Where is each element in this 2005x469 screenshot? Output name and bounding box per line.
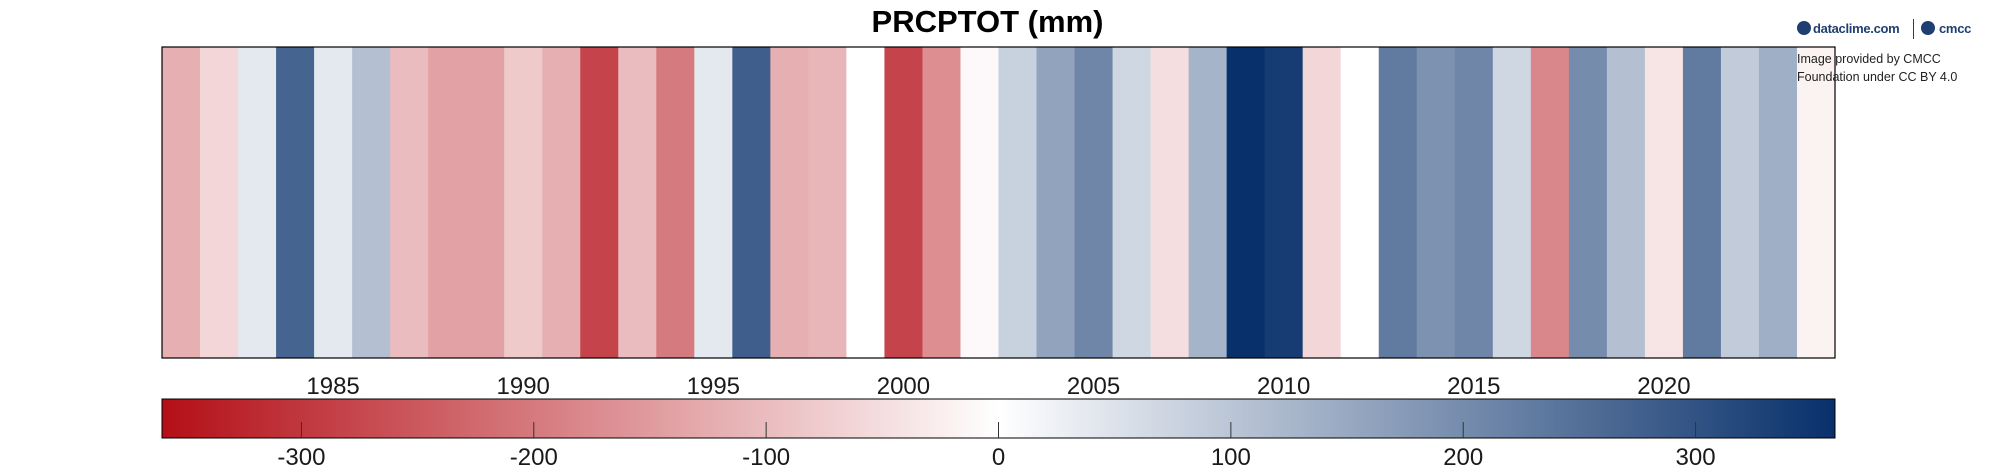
stripe-1999 xyxy=(846,47,886,358)
stripe-1983 xyxy=(238,47,277,358)
stripe-1986 xyxy=(352,47,391,358)
colorbar-tick-label: 200 xyxy=(1443,444,1483,469)
x-tick-labels: 1985 1990 1995 2000 2005 2010 2015 2020 xyxy=(306,373,1690,400)
cmcc-logo-icon xyxy=(1921,21,1935,35)
stripe-2001 xyxy=(922,47,962,358)
stripe-2015 xyxy=(1454,47,1494,358)
stripe-1998 xyxy=(808,47,848,358)
stripe-1981 xyxy=(162,47,201,358)
stripe-2011 xyxy=(1302,47,1342,358)
stripe-2023 xyxy=(1758,47,1798,358)
stripe-1995 xyxy=(694,47,733,358)
stripe-2022 xyxy=(1720,47,1760,358)
colorbar-tick-label: -100 xyxy=(742,444,790,469)
cmcc-logo-text: cmcc xyxy=(1939,21,1972,36)
stripe-1994 xyxy=(656,47,695,358)
stripe-2020 xyxy=(1644,47,1684,358)
x-tick-label-2005: 2005 xyxy=(1067,373,1120,400)
stripe-2007 xyxy=(1150,47,1190,358)
stripe-1990 xyxy=(504,47,543,358)
stripe-2006 xyxy=(1112,47,1152,358)
stripes-group xyxy=(162,47,1836,358)
stripe-2024 xyxy=(1796,47,1836,358)
stripe-1987 xyxy=(390,47,429,358)
x-tick-label-2010: 2010 xyxy=(1257,373,1310,400)
x-tick-label-1995: 1995 xyxy=(687,373,740,400)
stripe-1997 xyxy=(770,47,809,358)
stripe-1993 xyxy=(618,47,657,358)
stripe-2005 xyxy=(1074,47,1114,358)
x-tick-label-1985: 1985 xyxy=(306,373,359,400)
colorbar-tick-label: 100 xyxy=(1211,444,1251,469)
x-tick-label-1990: 1990 xyxy=(497,373,550,400)
stripe-2018 xyxy=(1568,47,1608,358)
stripe-2010 xyxy=(1264,47,1304,358)
colorbar-ticks: -300 -200 -100 0 100 200 300 xyxy=(277,422,1716,469)
colorbar-tick-label: 300 xyxy=(1676,444,1716,469)
x-tick-label-2015: 2015 xyxy=(1447,373,1500,400)
stripe-2008 xyxy=(1188,47,1228,358)
dataclime-logo-icon xyxy=(1797,21,1811,35)
stripe-2013 xyxy=(1378,47,1418,358)
credit-line-2: Foundation under CC BY 4.0 xyxy=(1797,70,1958,84)
stripe-1989 xyxy=(466,47,505,358)
stripe-2021 xyxy=(1682,47,1722,358)
colorbar-tick-label: -200 xyxy=(510,444,558,469)
stripe-1984 xyxy=(276,47,315,358)
stripe-2004 xyxy=(1036,47,1076,358)
stripe-2003 xyxy=(998,47,1038,358)
logo-divider xyxy=(1913,19,1914,39)
plot-frame xyxy=(161,46,1836,359)
colorbar-tick-label: -300 xyxy=(277,444,325,469)
stripe-2019 xyxy=(1606,47,1646,358)
stripe-2014 xyxy=(1416,47,1456,358)
stripe-2016 xyxy=(1492,47,1532,358)
credit-note: Image provided by CMCC Foundation under … xyxy=(1797,50,1997,86)
stripe-2000 xyxy=(884,47,924,358)
credit-line-1: Image provided by CMCC xyxy=(1797,52,1941,66)
stripe-2002 xyxy=(960,47,1000,358)
dataclime-logo-text: dataclime.com xyxy=(1813,21,1900,36)
stripe-2012 xyxy=(1340,47,1380,358)
x-tick-label-2020: 2020 xyxy=(1637,373,1690,400)
stripe-2009 xyxy=(1226,47,1266,358)
stripe-1982 xyxy=(200,47,239,358)
chart-title: PRCPTOT (mm) xyxy=(871,4,1104,39)
stripe-1991 xyxy=(542,47,581,358)
stripe-1988 xyxy=(428,47,467,358)
x-tick-label-2000: 2000 xyxy=(877,373,930,400)
colorbar-tick-label: 0 xyxy=(992,444,1005,469)
stripe-2017 xyxy=(1530,47,1570,358)
stripe-1985 xyxy=(314,47,353,358)
stripe-1992 xyxy=(580,47,619,358)
stripe-1996 xyxy=(732,47,771,358)
logo-area: dataclime.com cmcc xyxy=(1797,18,1997,42)
